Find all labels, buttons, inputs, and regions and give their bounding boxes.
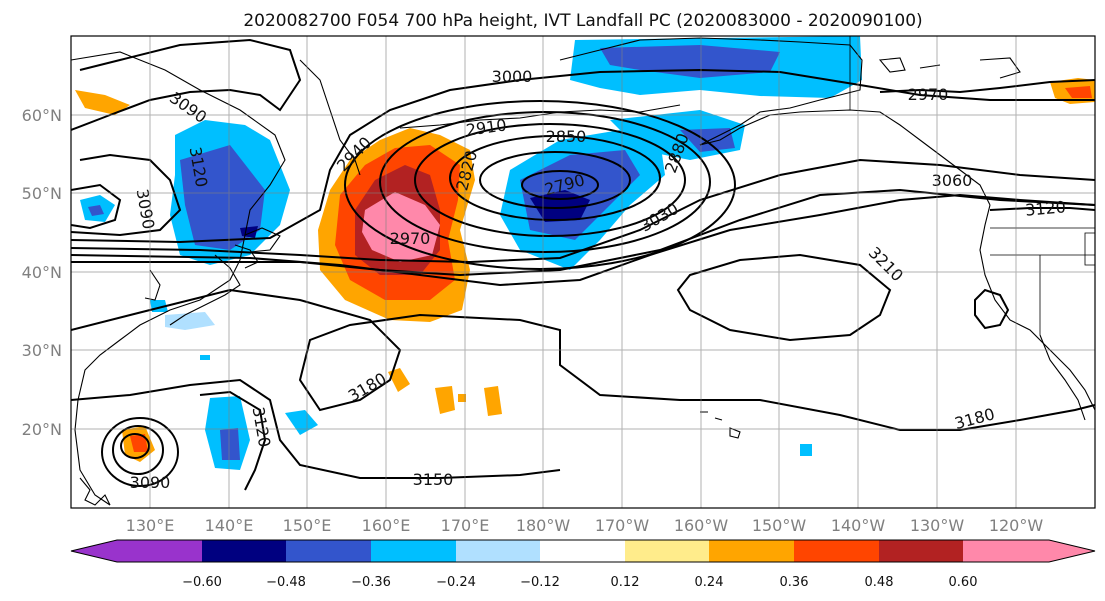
contour-2880 bbox=[414, 123, 686, 237]
lat-label: 30°N bbox=[22, 341, 62, 360]
pos-anomaly-sw-inner bbox=[130, 434, 148, 452]
lon-label: 170°E bbox=[441, 516, 490, 535]
contour-3120-west bbox=[71, 153, 182, 237]
colorbar-outline bbox=[70, 539, 1096, 563]
colorbar-tick-label: −0.36 bbox=[351, 575, 391, 590]
map-title: 2020082700 F054 700 hPa height, IVT Land… bbox=[243, 11, 922, 31]
contour-label: 2850 bbox=[546, 127, 587, 146]
lon-label: 160°E bbox=[362, 516, 411, 535]
colorbar-tick-label: −0.24 bbox=[436, 575, 476, 590]
lon-label: 120°W bbox=[989, 516, 1044, 535]
lon-labels: 130°E 140°E 150°E 160°E 170°E 180°W 170°… bbox=[126, 516, 1044, 535]
neg-anomaly-patch-3 bbox=[800, 444, 812, 456]
colorbar-extend-max bbox=[1049, 540, 1095, 562]
pos-anomaly-patch-1 bbox=[388, 368, 410, 392]
colorbar-segment bbox=[709, 540, 794, 562]
neg-anomaly-patch-5 bbox=[200, 355, 210, 360]
colorbar-extend-min bbox=[71, 540, 117, 562]
colorbar-tick-label: 0.12 bbox=[611, 575, 640, 590]
contour-label: 2970 bbox=[390, 229, 431, 248]
colorbar-segment bbox=[286, 540, 371, 562]
neg-anomaly-patch-4 bbox=[165, 312, 215, 330]
pos-anomaly-patch-4 bbox=[458, 394, 466, 402]
neg-anomaly-alaska-inner bbox=[600, 45, 780, 78]
colorbar-segment bbox=[456, 540, 540, 562]
map-contents: 3090 3120 3090 2940 2910 2850 3000 2970 … bbox=[71, 36, 1095, 508]
lon-label: 160°W bbox=[674, 516, 729, 535]
contour-3060 bbox=[71, 193, 1095, 287]
colorbar-tick-label: −0.12 bbox=[520, 575, 560, 590]
contour-2970-ne bbox=[879, 79, 1095, 94]
contour-2790 bbox=[521, 170, 599, 200]
contour-label: 3060 bbox=[932, 171, 973, 190]
colorbar-segment bbox=[963, 540, 1049, 562]
contour-3120-east bbox=[989, 207, 1095, 211]
contour-2910 bbox=[379, 111, 711, 253]
contour-3000 bbox=[71, 68, 1095, 244]
contour-3090-west bbox=[71, 183, 122, 230]
colorbar-segment bbox=[117, 540, 202, 562]
contour-3150 bbox=[71, 378, 561, 479]
neg-anomaly-south-inner bbox=[220, 428, 240, 460]
colorbar-tick-label: −0.48 bbox=[266, 575, 306, 590]
pos-anomaly-patch-3 bbox=[484, 386, 502, 416]
colorbar-segment bbox=[794, 540, 879, 562]
colorbar-tick-label: 0.24 bbox=[695, 575, 724, 590]
colorbar-tick-label: 0.48 bbox=[865, 575, 894, 590]
lon-label: 130°E bbox=[126, 516, 175, 535]
neg-anomaly-japan-inner bbox=[180, 145, 265, 250]
contour-3030 bbox=[71, 158, 1095, 264]
pos-anomaly-nw bbox=[75, 90, 130, 115]
colorbar-segment bbox=[540, 540, 625, 562]
contour-3090-south-outer bbox=[101, 417, 179, 487]
lon-label: 180°W bbox=[516, 516, 571, 535]
contour-2820 bbox=[479, 151, 631, 209]
colorbar-segment bbox=[371, 540, 456, 562]
contour-2970 bbox=[71, 188, 1095, 277]
lat-label: 40°N bbox=[22, 263, 62, 282]
pos-anomaly-ne-inner bbox=[1065, 86, 1092, 98]
lon-label: 130°W bbox=[910, 516, 965, 535]
contour-label: 3150 bbox=[413, 470, 454, 489]
lat-labels: 60°N 50°N 40°N 30°N 20°N bbox=[22, 106, 62, 439]
colorbar-tick-label: −0.60 bbox=[182, 575, 222, 590]
contour-label: 3000 bbox=[492, 67, 533, 86]
colorbar bbox=[70, 539, 1096, 563]
contour-3180 bbox=[71, 288, 1095, 431]
neg-anomaly-west-core bbox=[88, 205, 104, 216]
contour-3090-south bbox=[112, 425, 164, 475]
lon-label: 140°W bbox=[831, 516, 886, 535]
colorbar-tick-labels: −0.60 −0.48 −0.36 −0.24 −0.12 0.12 0.24 … bbox=[182, 575, 977, 590]
lon-label: 140°E bbox=[205, 516, 254, 535]
height-contours bbox=[71, 38, 1095, 491]
pos-anomaly-patch-2 bbox=[435, 386, 455, 414]
map-frame bbox=[70, 35, 1096, 509]
contour-3090-south-inner bbox=[120, 433, 150, 459]
gridlines bbox=[71, 36, 1095, 508]
contour-label: 2970 bbox=[908, 85, 949, 104]
contour-3120-south bbox=[199, 390, 267, 491]
lon-label: 170°W bbox=[595, 516, 650, 535]
contour-2850 bbox=[449, 135, 661, 221]
colorbar-tick-label: 0.36 bbox=[780, 575, 809, 590]
lon-label: 150°W bbox=[752, 516, 807, 535]
lat-label: 60°N bbox=[22, 106, 62, 125]
contour-label: 3120 bbox=[1024, 197, 1066, 219]
lat-label: 20°N bbox=[22, 420, 62, 439]
colorbar-segment bbox=[879, 540, 963, 562]
colorbar-tick-label: 0.60 bbox=[949, 575, 978, 590]
lon-label: 150°E bbox=[283, 516, 332, 535]
colorbar-segment bbox=[202, 540, 286, 562]
contour-closed-east bbox=[974, 288, 1010, 330]
contour-2940 bbox=[344, 100, 736, 270]
pos-anomaly-main-core bbox=[362, 192, 440, 262]
contour-3210 bbox=[676, 253, 892, 342]
colorbar-segment bbox=[625, 540, 709, 562]
lat-label: 50°N bbox=[22, 184, 62, 203]
